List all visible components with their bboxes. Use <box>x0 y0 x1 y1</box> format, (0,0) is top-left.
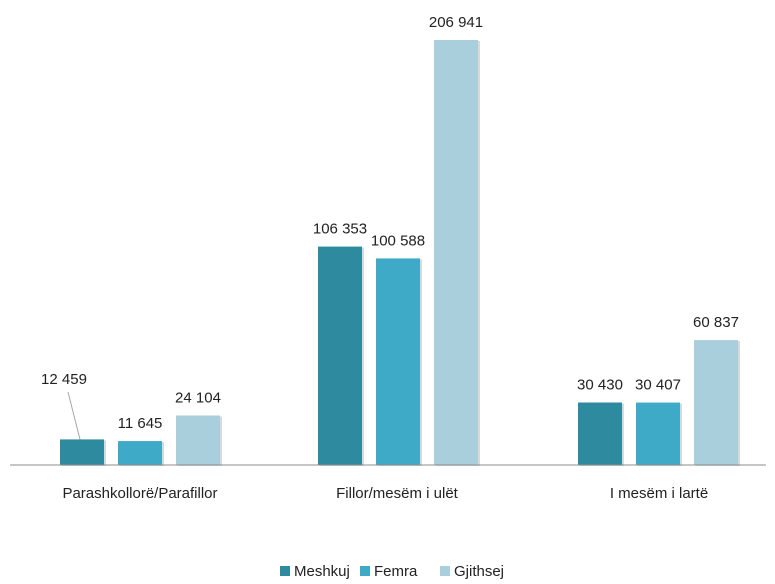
data-label: 106 353 <box>313 221 367 238</box>
bar-meshkuj-2 <box>318 246 362 465</box>
data-label: 100 588 <box>371 232 425 249</box>
legend-swatch-gjithsej <box>440 566 450 576</box>
bar-femra-1 <box>118 441 162 465</box>
category-labels-group: Parashkollorë/Parafillor Fillor/mesëm i u… <box>62 485 708 502</box>
legend-label-femra: Femra <box>374 563 418 580</box>
bar-femra-3 <box>636 402 680 465</box>
data-label: 206 941 <box>429 14 483 31</box>
legend: Meshkuj Femra Gjithsej <box>280 563 504 580</box>
legend-label-gjithsej: Gjithsej <box>454 563 504 580</box>
legend-label-meshkuj: Meshkuj <box>294 563 350 580</box>
data-label: 12 459 <box>41 371 87 388</box>
bar-femra-2 <box>376 258 420 465</box>
category-label: I mesëm i lartë <box>610 485 708 502</box>
data-label: 24 104 <box>175 389 221 406</box>
category-label: Fillor/mesëm i ulët <box>336 485 459 502</box>
data-label: 11 645 <box>118 415 163 432</box>
bar-gjithsej-2 <box>434 40 478 465</box>
legend-swatch-meshkuj <box>280 566 290 576</box>
bar-gjithsej-1 <box>176 415 220 465</box>
category-label: Parashkollorë/Parafillor <box>62 485 217 502</box>
data-label: 60 837 <box>693 314 739 331</box>
legend-swatch-femra <box>360 566 370 576</box>
bar-meshkuj-1 <box>60 439 104 465</box>
bars-group <box>60 40 740 466</box>
bar-gjithsej-3 <box>694 340 738 465</box>
bar-meshkuj-3 <box>578 402 622 465</box>
data-label: 30 430 <box>577 377 623 394</box>
data-label: 30 407 <box>635 377 681 394</box>
leader-line <box>67 391 81 440</box>
